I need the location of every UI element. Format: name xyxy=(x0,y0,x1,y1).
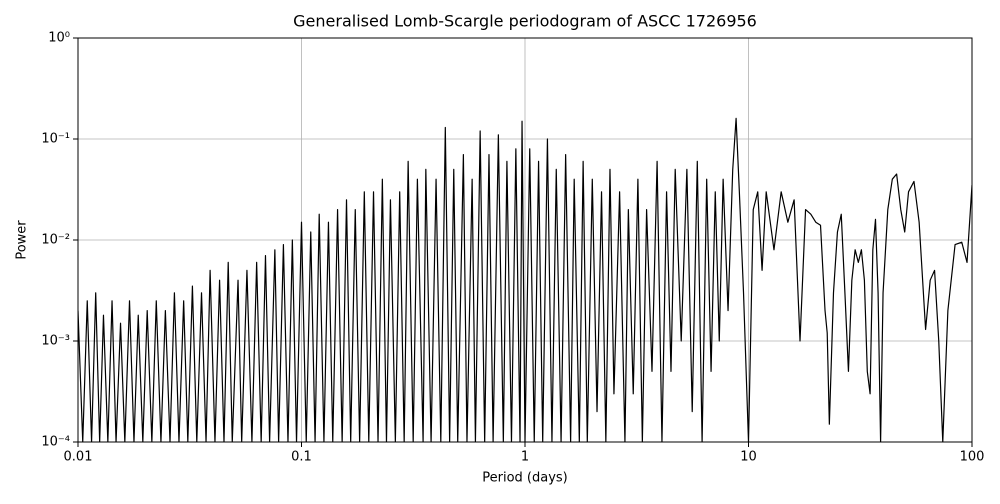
y-tick-label: 10⁻³ xyxy=(41,334,70,349)
x-tick-label: 10 xyxy=(740,450,757,465)
chart-title: Generalised Lomb-Scargle periodogram of … xyxy=(293,12,757,31)
x-tick-label: 0.1 xyxy=(291,450,312,465)
line xyxy=(78,117,972,442)
x-tick-label: 1 xyxy=(521,450,529,465)
y-axis-label: Power xyxy=(15,220,30,260)
y-tick-label: 10⁻⁴ xyxy=(41,435,70,450)
x-tick-label: 100 xyxy=(960,450,985,465)
x-tick-label: 0.01 xyxy=(64,450,93,465)
y-tick-label: 10⁻² xyxy=(41,233,70,248)
plot-area xyxy=(78,117,972,442)
x-axis-label: Period (days) xyxy=(482,471,568,486)
y-tick-label: 10⁰ xyxy=(48,31,70,46)
y-tick-label: 10⁻¹ xyxy=(41,132,70,147)
